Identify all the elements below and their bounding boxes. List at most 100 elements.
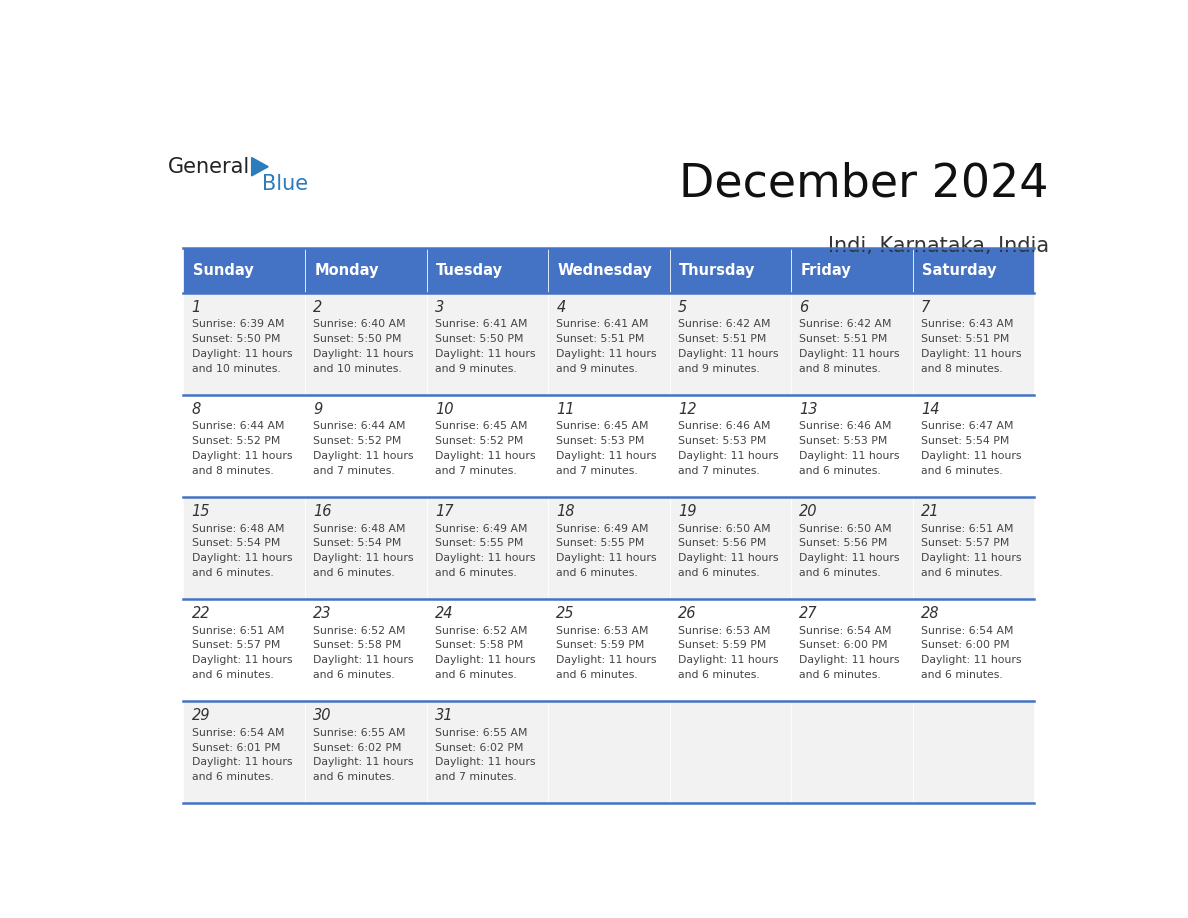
Text: Daylight: 11 hours: Daylight: 11 hours: [191, 349, 292, 359]
Bar: [548, 293, 670, 395]
Text: Sunset: 6:02 PM: Sunset: 6:02 PM: [314, 743, 402, 753]
Bar: [912, 599, 1035, 700]
Text: Sunrise: 6:55 AM: Sunrise: 6:55 AM: [314, 728, 406, 738]
Text: Daylight: 11 hours: Daylight: 11 hours: [800, 655, 901, 666]
Text: Sunset: 5:54 PM: Sunset: 5:54 PM: [314, 538, 402, 548]
Text: Sunrise: 6:52 AM: Sunrise: 6:52 AM: [314, 625, 406, 635]
Text: Sunset: 5:51 PM: Sunset: 5:51 PM: [556, 334, 645, 344]
Text: Sunset: 5:53 PM: Sunset: 5:53 PM: [800, 436, 887, 446]
Text: Sunrise: 6:43 AM: Sunrise: 6:43 AM: [921, 319, 1013, 330]
Text: and 8 minutes.: and 8 minutes.: [921, 364, 1003, 374]
Bar: [183, 395, 305, 497]
Bar: [305, 497, 426, 599]
Text: 3: 3: [435, 299, 444, 315]
Text: Daylight: 11 hours: Daylight: 11 hours: [314, 451, 413, 461]
Text: 20: 20: [800, 504, 817, 519]
Text: Sunrise: 6:41 AM: Sunrise: 6:41 AM: [556, 319, 649, 330]
Text: 26: 26: [678, 606, 696, 621]
Text: and 10 minutes.: and 10 minutes.: [314, 364, 402, 374]
Text: 8: 8: [191, 402, 201, 417]
Bar: [426, 599, 548, 700]
Text: Sunrise: 6:50 AM: Sunrise: 6:50 AM: [800, 523, 892, 533]
Bar: [426, 700, 548, 803]
Text: Sunrise: 6:40 AM: Sunrise: 6:40 AM: [314, 319, 406, 330]
Text: Sunset: 5:51 PM: Sunset: 5:51 PM: [800, 334, 887, 344]
Bar: [426, 497, 548, 599]
Text: 22: 22: [191, 606, 210, 621]
Text: Sunrise: 6:50 AM: Sunrise: 6:50 AM: [678, 523, 771, 533]
Bar: [548, 599, 670, 700]
Text: Sunset: 5:53 PM: Sunset: 5:53 PM: [556, 436, 645, 446]
Text: 13: 13: [800, 402, 817, 417]
Polygon shape: [252, 158, 268, 176]
Text: and 10 minutes.: and 10 minutes.: [191, 364, 280, 374]
Text: Sunday: Sunday: [192, 263, 253, 278]
Text: Daylight: 11 hours: Daylight: 11 hours: [556, 554, 657, 564]
Text: and 7 minutes.: and 7 minutes.: [435, 466, 517, 476]
Text: Thursday: Thursday: [678, 263, 756, 278]
Text: 27: 27: [800, 606, 817, 621]
Text: and 7 minutes.: and 7 minutes.: [678, 466, 759, 476]
Text: Sunrise: 6:45 AM: Sunrise: 6:45 AM: [435, 421, 527, 431]
Text: Sunset: 5:54 PM: Sunset: 5:54 PM: [191, 538, 280, 548]
Bar: [670, 395, 791, 497]
Bar: [791, 599, 912, 700]
Text: and 6 minutes.: and 6 minutes.: [800, 670, 881, 680]
Text: and 6 minutes.: and 6 minutes.: [921, 670, 1003, 680]
Text: and 6 minutes.: and 6 minutes.: [678, 568, 759, 578]
Text: Daylight: 11 hours: Daylight: 11 hours: [435, 655, 536, 666]
Text: Friday: Friday: [801, 263, 851, 278]
Text: Tuesday: Tuesday: [436, 263, 503, 278]
Text: and 6 minutes.: and 6 minutes.: [800, 466, 881, 476]
Text: Sunset: 5:55 PM: Sunset: 5:55 PM: [556, 538, 645, 548]
Text: Sunrise: 6:54 AM: Sunrise: 6:54 AM: [800, 625, 892, 635]
Text: 28: 28: [921, 606, 940, 621]
Text: Daylight: 11 hours: Daylight: 11 hours: [435, 451, 536, 461]
Text: and 8 minutes.: and 8 minutes.: [800, 364, 881, 374]
Text: Sunrise: 6:39 AM: Sunrise: 6:39 AM: [191, 319, 284, 330]
Text: Sunset: 5:53 PM: Sunset: 5:53 PM: [678, 436, 766, 446]
Text: 4: 4: [556, 299, 565, 315]
Text: Sunset: 5:51 PM: Sunset: 5:51 PM: [921, 334, 1010, 344]
Text: 2: 2: [314, 299, 323, 315]
Text: Sunset: 5:57 PM: Sunset: 5:57 PM: [921, 538, 1010, 548]
Bar: [183, 599, 305, 700]
Bar: [670, 248, 791, 293]
Text: Daylight: 11 hours: Daylight: 11 hours: [678, 655, 778, 666]
Bar: [548, 395, 670, 497]
Text: Saturday: Saturday: [922, 263, 997, 278]
Text: 19: 19: [678, 504, 696, 519]
Text: Daylight: 11 hours: Daylight: 11 hours: [314, 349, 413, 359]
Text: Daylight: 11 hours: Daylight: 11 hours: [314, 554, 413, 564]
Text: and 6 minutes.: and 6 minutes.: [314, 568, 396, 578]
Text: and 6 minutes.: and 6 minutes.: [678, 670, 759, 680]
Text: Sunrise: 6:49 AM: Sunrise: 6:49 AM: [435, 523, 527, 533]
Text: Daylight: 11 hours: Daylight: 11 hours: [314, 757, 413, 767]
Text: 1: 1: [191, 299, 201, 315]
Text: 10: 10: [435, 402, 454, 417]
Text: Daylight: 11 hours: Daylight: 11 hours: [191, 757, 292, 767]
Bar: [548, 248, 670, 293]
Bar: [912, 248, 1035, 293]
Text: Sunrise: 6:47 AM: Sunrise: 6:47 AM: [921, 421, 1013, 431]
Text: 16: 16: [314, 504, 331, 519]
Text: and 6 minutes.: and 6 minutes.: [191, 772, 273, 782]
Text: Daylight: 11 hours: Daylight: 11 hours: [435, 757, 536, 767]
Text: Daylight: 11 hours: Daylight: 11 hours: [191, 655, 292, 666]
Text: and 6 minutes.: and 6 minutes.: [556, 670, 638, 680]
Text: Daylight: 11 hours: Daylight: 11 hours: [921, 349, 1022, 359]
Text: and 6 minutes.: and 6 minutes.: [314, 772, 396, 782]
Bar: [912, 700, 1035, 803]
Text: Daylight: 11 hours: Daylight: 11 hours: [678, 554, 778, 564]
Bar: [183, 248, 305, 293]
Text: Sunset: 5:52 PM: Sunset: 5:52 PM: [314, 436, 402, 446]
Bar: [791, 395, 912, 497]
Bar: [183, 293, 305, 395]
Text: 11: 11: [556, 402, 575, 417]
Text: 30: 30: [314, 708, 331, 722]
Text: 15: 15: [191, 504, 210, 519]
Text: Daylight: 11 hours: Daylight: 11 hours: [435, 349, 536, 359]
Text: Daylight: 11 hours: Daylight: 11 hours: [921, 554, 1022, 564]
Text: Sunrise: 6:51 AM: Sunrise: 6:51 AM: [921, 523, 1013, 533]
Text: Daylight: 11 hours: Daylight: 11 hours: [921, 655, 1022, 666]
